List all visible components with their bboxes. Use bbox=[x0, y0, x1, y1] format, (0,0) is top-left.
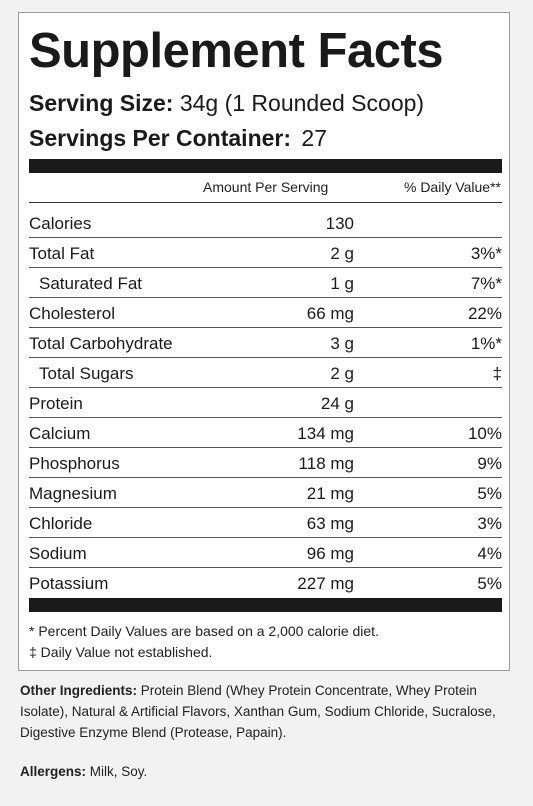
nutrient-amount: 21 mg bbox=[306, 484, 354, 503]
nutrient-daily-value: 9% bbox=[477, 454, 502, 473]
allergens: Allergens: Milk, Soy. bbox=[20, 764, 147, 779]
nutrient-name: Chloride bbox=[29, 514, 93, 533]
nutrient-name: Sodium bbox=[29, 544, 87, 563]
serving-size-label: Serving Size: bbox=[29, 90, 174, 116]
amount-per-serving-header: Amount Per Serving bbox=[203, 179, 329, 195]
nutrient-amount: 134 mg bbox=[297, 424, 354, 443]
nutrient-row: Calories 130 bbox=[29, 208, 502, 238]
nutrient-daily-value: 7%* bbox=[470, 274, 502, 293]
bottom-divider-bar bbox=[29, 598, 502, 612]
nutrient-amount: 96 mg bbox=[306, 544, 354, 563]
servings-per-container-label: Servings Per Container: bbox=[29, 125, 292, 151]
serving-size-line: Serving Size: 34g (1 Rounded Scoop) bbox=[29, 92, 424, 115]
allergens-text: Milk, Soy. bbox=[86, 764, 148, 779]
daily-value-not-established-footnote: ‡ Daily Value not established. bbox=[29, 644, 213, 660]
nutrient-daily-value: 22% bbox=[467, 304, 502, 323]
nutrient-row: Protein 24 g bbox=[29, 388, 502, 418]
nutrient-daily-value: 4% bbox=[477, 544, 502, 563]
daily-value-header: % Daily Value** bbox=[403, 179, 501, 195]
panel-title: Supplement Facts bbox=[29, 24, 444, 78]
nutrient-amount: 63 mg bbox=[306, 514, 354, 533]
top-divider-bar bbox=[29, 159, 502, 173]
nutrient-row: Sodium 96 mg 4% bbox=[29, 538, 502, 568]
other-ingredients-text: Protein Blend (Whey Protein Concentrate,… bbox=[20, 683, 496, 740]
nutrient-name: Potassium bbox=[29, 574, 109, 593]
other-ingredients: Other Ingredients: Protein Blend (Whey P… bbox=[20, 680, 520, 743]
nutrient-name: Cholesterol bbox=[29, 304, 115, 323]
nutrient-name: Protein bbox=[29, 394, 83, 413]
nutrient-daily-value: ‡ bbox=[492, 364, 502, 383]
nutrient-daily-value: 5% bbox=[477, 484, 502, 503]
nutrient-name: Magnesium bbox=[29, 484, 117, 503]
nutrient-name: Calories bbox=[29, 214, 92, 233]
nutrient-amount: 130 bbox=[325, 214, 354, 233]
nutrient-table: Calories 130 Total Fat 2 g 3%* Saturated Fat 1… bbox=[29, 208, 502, 598]
nutrient-amount: 2 g bbox=[330, 364, 354, 383]
nutrient-daily-value: 3%* bbox=[470, 244, 502, 263]
nutrient-row: Potassium 227 mg 5% bbox=[29, 568, 502, 598]
serving-size-value: 34g (1 Rounded Scoop) bbox=[179, 90, 425, 116]
other-ingredients-label: Other Ingredients: bbox=[20, 683, 138, 698]
nutrient-row: Cholesterol 66 mg 22% bbox=[29, 298, 502, 328]
percent-daily-footnote: * Percent Daily Values are based on a 2,… bbox=[29, 623, 379, 639]
nutrient-amount: 3 g bbox=[330, 334, 354, 353]
nutrient-daily-value: 3% bbox=[477, 514, 502, 533]
servings-per-container-value: 27 bbox=[301, 125, 328, 151]
nutrient-row: Phosphorus 118 mg 9% bbox=[29, 448, 502, 478]
nutrient-row: Total Carbohydrate 3 g 1%* bbox=[29, 328, 502, 358]
supplement-facts-panel: Supplement Facts Serving Size: 34g (1 Ro… bbox=[18, 12, 510, 671]
nutrient-name: Total Fat bbox=[29, 244, 95, 263]
nutrient-name: Phosphorus bbox=[29, 454, 120, 473]
nutrient-row: Total Fat 2 g 3%* bbox=[29, 238, 502, 268]
nutrient-row: Saturated Fat 1 g 7%* bbox=[29, 268, 502, 298]
nutrient-daily-value: 5% bbox=[477, 574, 502, 593]
nutrient-name: Total Carbohydrate bbox=[29, 334, 173, 353]
servings-per-container-line: Servings Per Container: 27 bbox=[29, 127, 327, 150]
nutrient-amount: 2 g bbox=[330, 244, 354, 263]
nutrient-row: Total Sugars 2 g ‡ bbox=[29, 358, 502, 388]
nutrient-amount: 227 mg bbox=[297, 574, 354, 593]
nutrient-row: Calcium 134 mg 10% bbox=[29, 418, 502, 448]
allergens-label: Allergens: bbox=[20, 764, 87, 779]
nutrient-name: Total Sugars bbox=[39, 364, 134, 383]
nutrient-amount: 66 mg bbox=[306, 304, 354, 323]
nutrient-name: Calcium bbox=[29, 424, 91, 443]
header-rule bbox=[29, 202, 502, 203]
nutrient-amount: 1 g bbox=[330, 274, 354, 293]
nutrient-daily-value: 10% bbox=[467, 424, 502, 443]
nutrient-amount: 24 g bbox=[320, 394, 354, 413]
nutrient-daily-value: 1%* bbox=[470, 334, 502, 353]
nutrient-amount: 118 mg bbox=[298, 454, 354, 473]
nutrient-row: Chloride 63 mg 3% bbox=[29, 508, 502, 538]
nutrient-row: Magnesium 21 mg 5% bbox=[29, 478, 502, 508]
nutrient-name: Saturated Fat bbox=[39, 274, 143, 293]
